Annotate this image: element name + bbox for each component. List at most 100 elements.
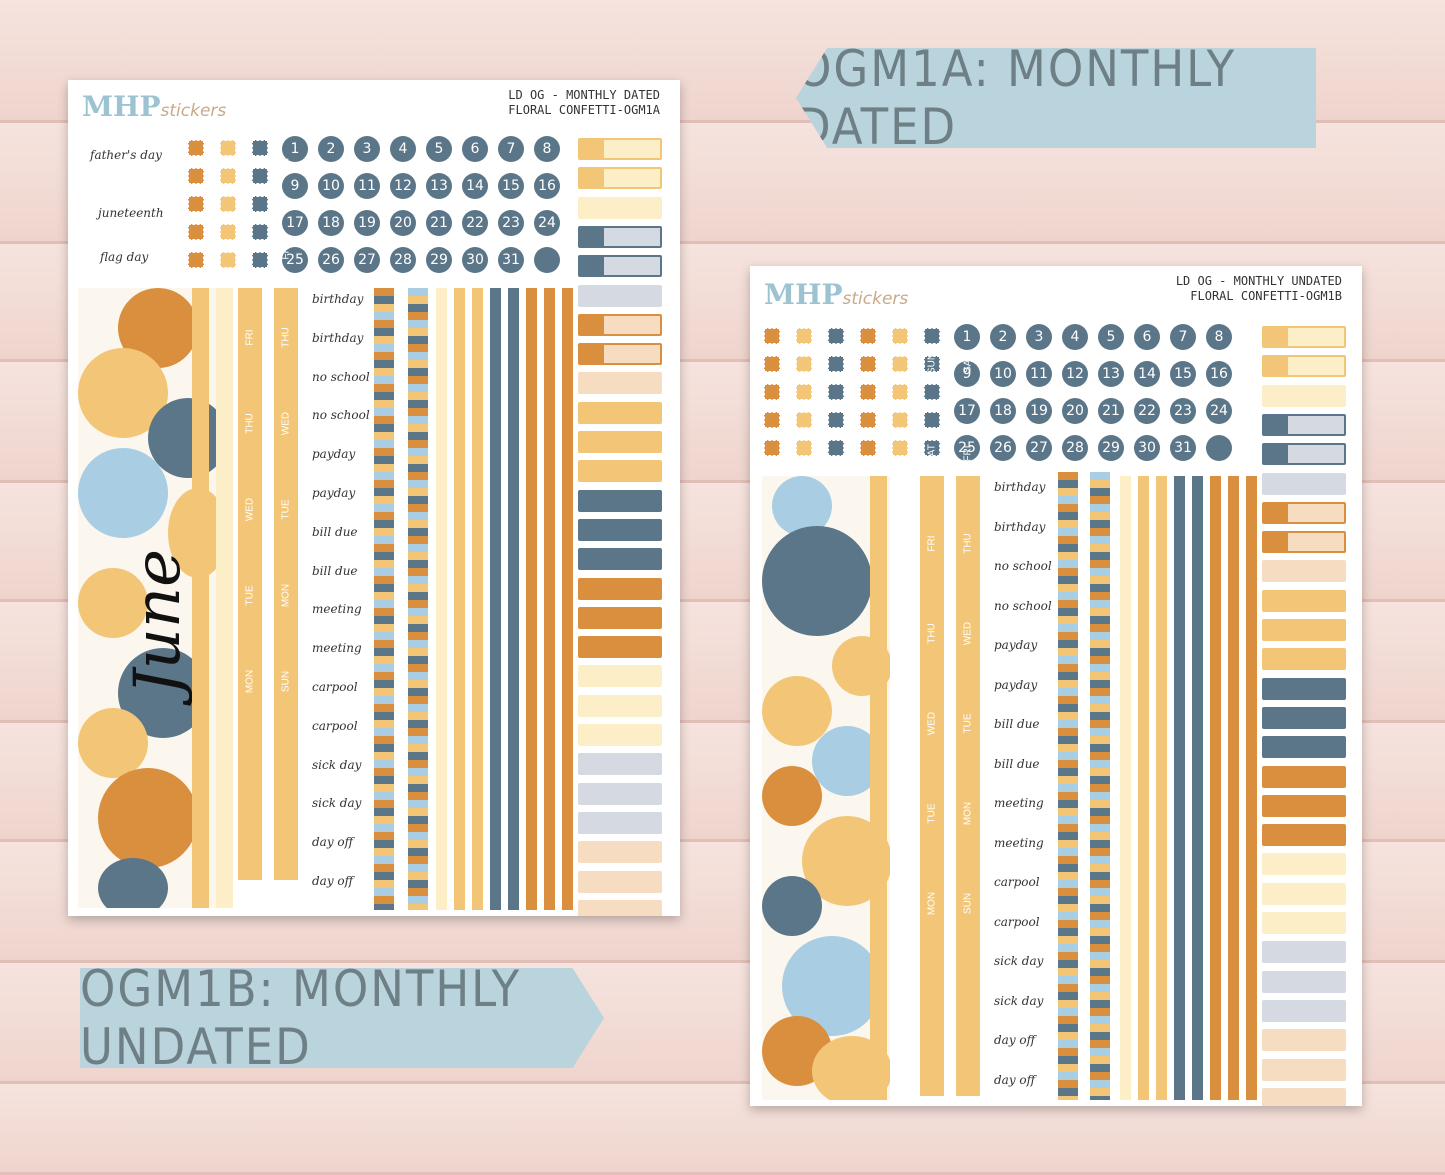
date-circle: 31 [498, 247, 524, 273]
washi-strip [192, 288, 209, 908]
checkbox-square [220, 168, 236, 184]
label-box [578, 255, 662, 278]
label-box [1262, 882, 1346, 905]
date-circle: 6 [462, 136, 488, 162]
label-box [1262, 824, 1346, 847]
washi-strip [870, 476, 887, 1100]
date-circle: 2 [318, 136, 344, 162]
checkbox-square [252, 140, 268, 156]
label-box [578, 606, 662, 629]
label-box [578, 636, 662, 659]
checkbox-square [828, 412, 844, 428]
solid-strip [508, 288, 519, 910]
weekday-label: FRI [244, 329, 256, 346]
brand-main: MHP [764, 278, 843, 311]
date-circle: 24 [1206, 398, 1232, 424]
date-circle: 12 [390, 173, 416, 199]
date-circle: 9 [954, 361, 980, 387]
sheet-title: LD OG - MONTHLY DATED FLORAL CONFETTI-OG… [508, 88, 660, 118]
solid-strip [454, 288, 465, 910]
date-circle: 29 [1098, 435, 1124, 461]
checkbox-square [828, 328, 844, 344]
label-box [578, 196, 662, 219]
weekday-label: SAT [962, 354, 974, 373]
date-circle: 16 [534, 173, 560, 199]
label-box [1262, 443, 1346, 466]
label-box [578, 694, 662, 717]
word-label: carpool [994, 875, 1040, 889]
word-label: sick day [994, 954, 1044, 968]
solid-strip [472, 288, 483, 910]
word-label: payday [994, 677, 1038, 692]
sheet-title-line2: FLORAL CONFETTI-OGM1A [508, 103, 660, 117]
date-circle: 18 [318, 210, 344, 236]
weekday-label: WED [962, 621, 974, 646]
flower-shape [762, 526, 872, 636]
sheet-title-line1: LD OG - MONTHLY DATED [508, 88, 660, 102]
date-circle: 23 [1170, 398, 1196, 424]
label-box [578, 782, 662, 805]
weekday-label: MON [244, 669, 256, 694]
label-box [1262, 560, 1346, 583]
label-box [578, 167, 662, 190]
word-label: day off [994, 1072, 1036, 1087]
word-label: day off [312, 874, 354, 888]
word-label: bill due [994, 717, 1040, 731]
label-box [1262, 1029, 1346, 1052]
label-box [578, 548, 662, 571]
word-label: sick day [994, 993, 1044, 1008]
word-label: payday [312, 486, 356, 500]
weekday-label: TUE [280, 499, 292, 520]
date-circle: 30 [462, 247, 488, 273]
checkbox-square [860, 440, 876, 456]
checkbox-square [188, 224, 204, 240]
date-circle: 1 [954, 324, 980, 350]
flower-shape [78, 568, 148, 638]
date-circle: 5 [1098, 324, 1124, 350]
date-circle: 11 [1026, 361, 1052, 387]
word-label: sick day [312, 757, 362, 772]
weekday-strip [274, 288, 298, 880]
checkbox-square [764, 328, 780, 344]
pattern-strip [408, 288, 428, 910]
date-circle: 19 [354, 210, 380, 236]
label-box [578, 811, 662, 834]
label-box [1262, 736, 1346, 759]
label-box [1262, 853, 1346, 876]
date-circle: 2 [990, 324, 1016, 350]
label-box [578, 577, 662, 600]
checkbox-square [252, 196, 268, 212]
label-box [1262, 765, 1346, 788]
flower-shape [78, 708, 148, 778]
label-box [1262, 648, 1346, 671]
label-box [1262, 619, 1346, 641]
label-box [1262, 970, 1346, 993]
date-circle: 28 [390, 247, 416, 273]
date-circle: 21 [1098, 398, 1124, 424]
date-circle: 4 [1062, 324, 1088, 350]
date-circle: 26 [990, 435, 1016, 461]
word-label: meeting [312, 641, 362, 656]
label-box [578, 343, 662, 366]
holiday-label: father's day [90, 148, 162, 162]
weekday-label: SUN [926, 352, 938, 375]
date-circle: 19 [1026, 398, 1052, 424]
sheet-title: LD OG - MONTHLY UNDATED FLORAL CONFETTI-… [1176, 274, 1342, 304]
word-label: no school [312, 408, 370, 423]
label-box [1262, 999, 1346, 1022]
label-box [1262, 413, 1346, 436]
checkbox-square [764, 440, 780, 456]
checkbox-square [892, 412, 908, 428]
label-box [578, 665, 662, 688]
holiday-label: flag day [100, 250, 149, 264]
weekday-label: SAT [926, 444, 938, 463]
word-label: no school [994, 559, 1052, 573]
label-box [1262, 501, 1346, 524]
label-box [578, 284, 662, 307]
checkbox-square [764, 356, 780, 372]
checkbox-square [220, 140, 236, 156]
pattern-strip [1058, 472, 1078, 1100]
checkbox-square [764, 384, 780, 400]
checkbox-square [252, 168, 268, 184]
checkbox-square [860, 328, 876, 344]
